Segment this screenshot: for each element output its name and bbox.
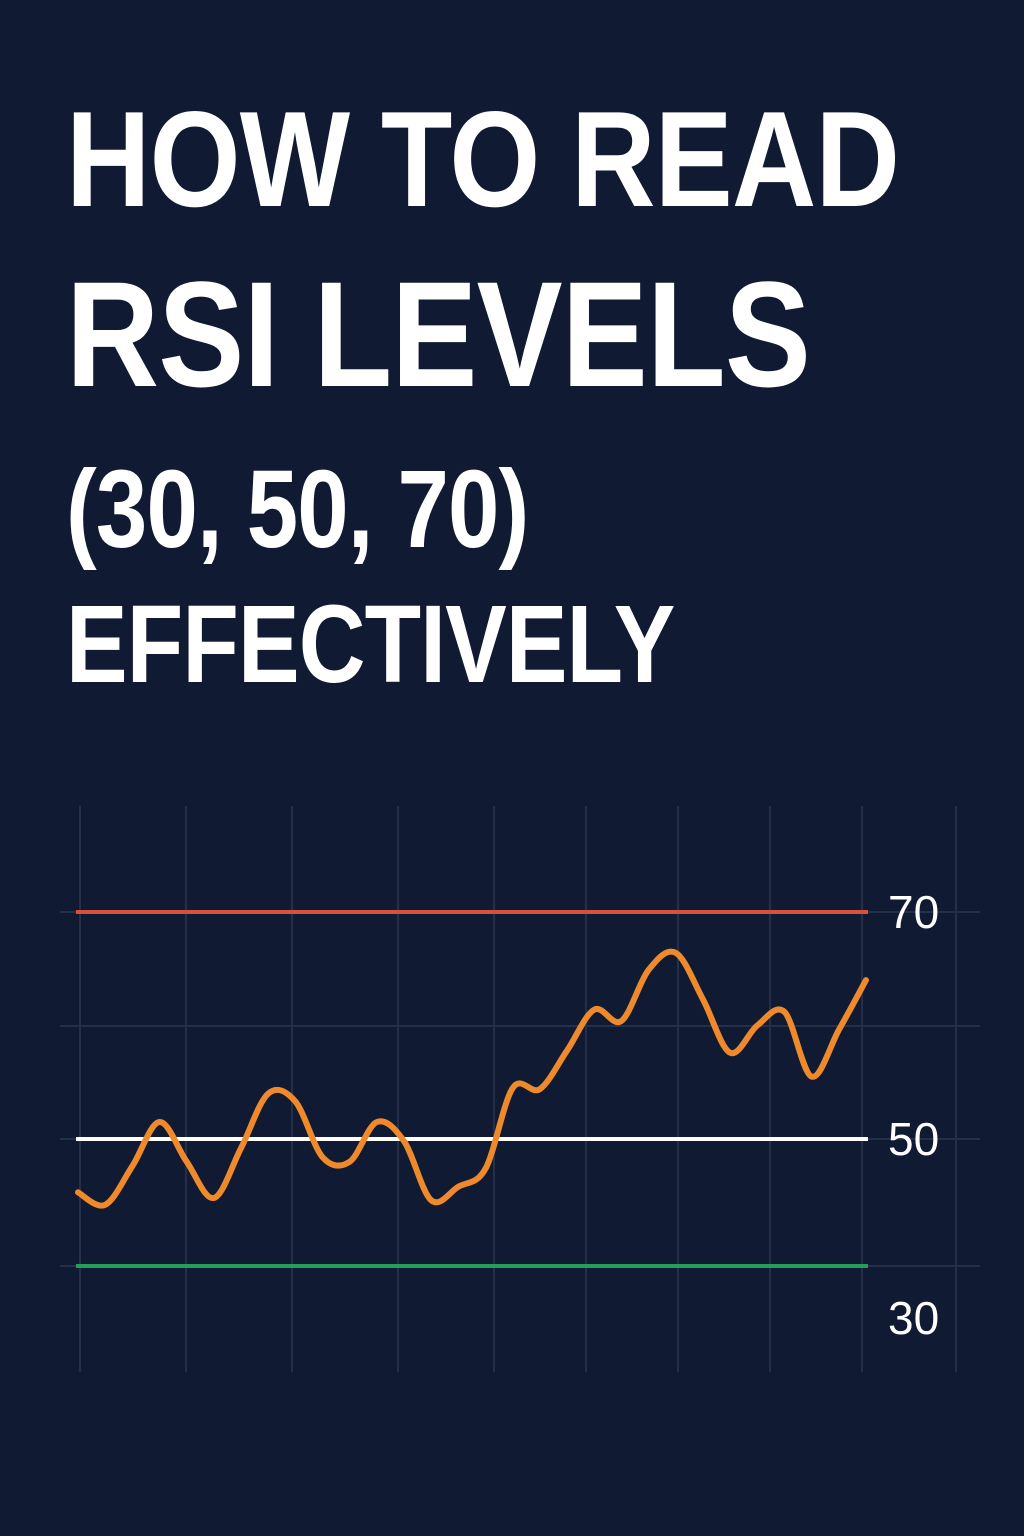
reference-lines <box>76 910 868 1268</box>
level-50-label: 50 <box>888 1113 939 1165</box>
chart-grid <box>60 806 980 1372</box>
rsi-series <box>75 948 869 1209</box>
level-70-label: 70 <box>888 886 939 938</box>
title-line-2: RSI LEVELS <box>66 250 811 418</box>
rsi-line <box>75 948 869 1209</box>
title-line-1: HOW TO READ <box>66 83 900 235</box>
level-labels: 70 50 30 <box>888 886 939 1344</box>
title-line-4: EFFECTIVELY <box>66 583 675 706</box>
page-title: HOW TO READ RSI LEVELS (30, 50, 70) EFFE… <box>66 78 966 710</box>
title-line-3: (30, 50, 70) <box>66 448 529 571</box>
level-30-label: 30 <box>888 1292 939 1344</box>
